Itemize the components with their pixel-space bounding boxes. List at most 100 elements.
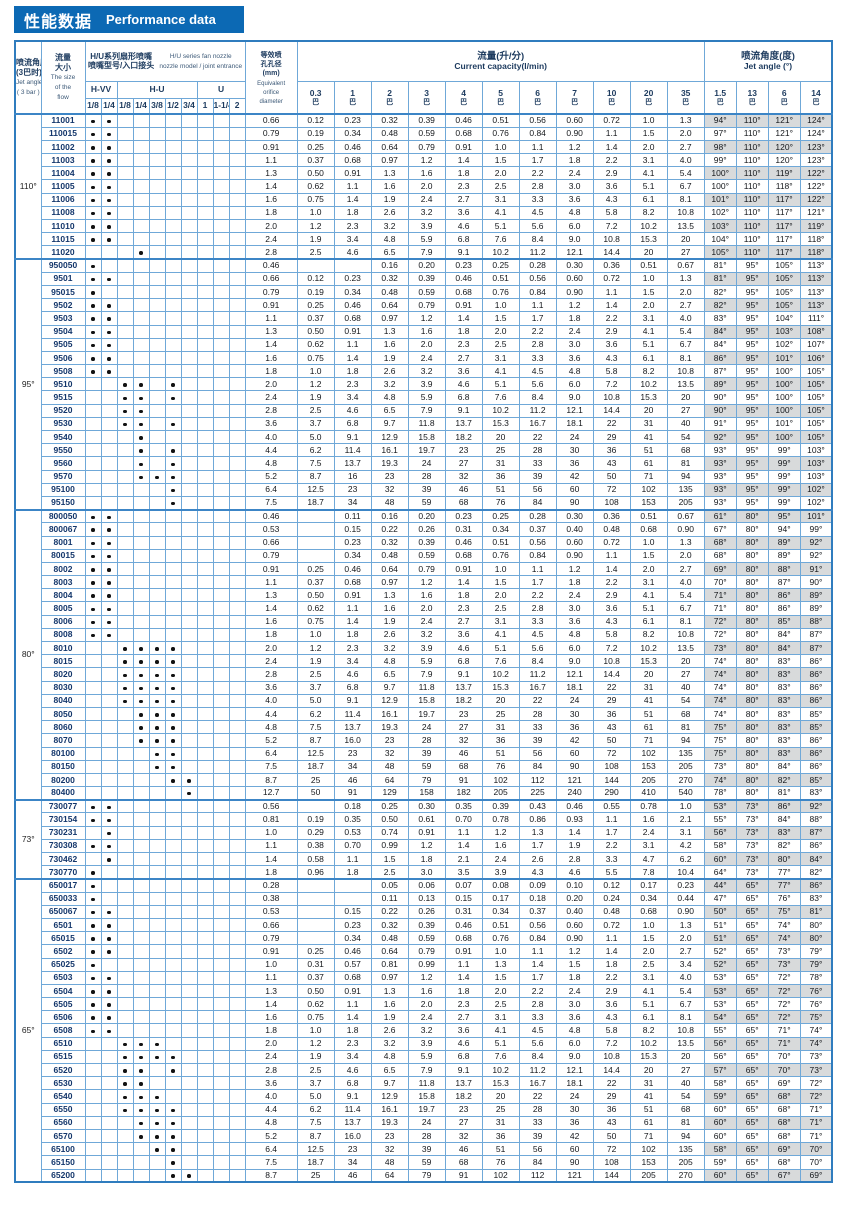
jet-angle-cell: 74° [703,654,737,669]
connector-dot-cell [132,218,150,234]
orifice-cell: 7.5 [244,759,298,774]
jet-angle-cell: 65° [735,1049,769,1065]
capacity-cell: 1.4 [592,139,631,155]
orifice-cell: 1.6 [244,192,298,207]
connector-dot-cell [212,337,230,352]
availability-dot [171,1174,175,1178]
capacity-cell: 31 [481,1115,520,1130]
capacity-cell: 1.5 [555,957,594,972]
capacity-cell: 205 [666,495,705,511]
jet-angle-cell: 86° [767,588,801,603]
capacity-cell: 1.2 [296,218,335,234]
capacity-cell: 0.37 [296,311,335,326]
connector-dot-cell [100,865,118,880]
jet-angle-cell: 74° [767,931,801,946]
connector-dot-cell [180,733,198,748]
capacity-cell: 51 [629,706,668,722]
availability-dot [123,1082,127,1086]
jet-angle-cell: 93° [703,495,737,511]
availability-dot [91,910,95,915]
capacity-cell: 12.9 [370,693,409,708]
connector-dot-cell [164,601,182,616]
capacity-cell: 3.1 [481,350,520,366]
capacity-cell: 0.18 [333,798,372,814]
capacity-cell: 0.93 [555,812,594,827]
table-row: 6508 1.8 1.0 1.8 2.6 3.2 3.6 4.1 4.5 4.8 5.8 8.2 10.… [15,1023,833,1038]
angle-group-label: 73° [14,798,42,880]
connector-dot-cell [180,970,198,985]
orifice-cell: 0.91 [244,944,298,959]
connector-dot-cell [84,166,102,181]
availability-dot [155,765,159,770]
connector-dot-cell [84,575,102,590]
angle-group-label: 80° [14,508,42,801]
connector-dot-cell [116,535,134,550]
jet-angle-cell: 70° [767,1062,801,1078]
table-row: 8030 3.6 3.7 6.8 9.7 11.8 13.7 15.3 16.7 18.1 22 31… [15,680,833,695]
connector-dot-cell [100,416,118,432]
capacity-cell: 0.79 [407,944,446,959]
capacity-cell: 0.07 [444,877,483,893]
connector-dot-cell [132,522,150,537]
connector-dot-cell [84,350,102,366]
capacity-cell: 2.8 [555,851,594,867]
capacity-cell: 31 [629,1076,668,1091]
capacity-cell: 3.4 [333,232,372,247]
capacity-cell: 39 [407,746,446,761]
connector-dot-cell [196,535,214,550]
availability-dot [107,225,111,229]
orifice-cell: 0.79 [244,284,298,300]
capacity-cell: 0.76 [481,548,520,563]
availability-dot [171,713,175,717]
capacity-cell: 4.6 [555,865,594,880]
jet-angle-cell: 78° [703,786,737,801]
connector-dot-cell [164,1036,182,1051]
capacity-cell: 135 [666,482,705,497]
capacity-cell: 43 [592,456,631,471]
availability-dot [155,1095,159,1099]
jet-angle-cell: 71° [767,1036,801,1051]
connector-dot-cell [228,324,246,339]
header-orifice-en2: orifice [263,89,280,96]
capacity-cell: 6.7 [666,337,705,352]
jet-angle-cell: 105° [799,364,833,379]
capacity-cell: 1.4 [444,153,483,168]
jet-angle-cell: 86° [703,350,737,366]
capacity-cell: 0.16 [370,258,409,273]
capacity-cell: 2.2 [592,153,631,168]
connector-dot-cell [84,179,102,194]
capacity-cell: 2.0 [481,166,520,181]
connector-dot-cell [148,970,166,985]
table-row: 9550 4.4 6.2 11.4 16.1 19.7 23 25 28 30 36 51 68 93° 9… [15,443,833,458]
connector-dot-cell [132,469,150,484]
connector-dot-cell [212,746,230,761]
jet-angle-cell: 75° [703,733,737,748]
jet-angle-cell: 65° [735,1023,769,1038]
connector-dot-cell [116,957,134,972]
capacity-cell: 1.8 [444,166,483,181]
connector-dot-cell [196,429,214,445]
capacity-cell: 24 [407,720,446,735]
connector-dot-cell [212,706,230,722]
jet-angle-cell: 53° [703,983,737,999]
jet-angle-cell: 102° [799,482,833,497]
availability-dot [91,343,95,348]
capacity-cell [296,548,335,563]
connector-dot-cell [196,522,214,537]
capacity-cell: 1.3 [370,983,409,999]
availability-dot [107,317,111,321]
capacity-cell: 5.1 [629,601,668,616]
capacity-cell: 0.50 [296,324,335,339]
connector-dot-cell [180,456,198,471]
capacity-cell: 0.86 [518,812,557,827]
connector-dot-cell [180,377,198,392]
connector-dot-cell [228,153,246,168]
connector-dot-cell [116,1036,134,1051]
connector-dot-cell [84,706,102,722]
capacity-cell: 59 [407,1155,446,1170]
orifice-cell: 4.0 [244,1089,298,1104]
connector-dot-cell [228,693,246,708]
connector-dot-cell [100,601,118,616]
